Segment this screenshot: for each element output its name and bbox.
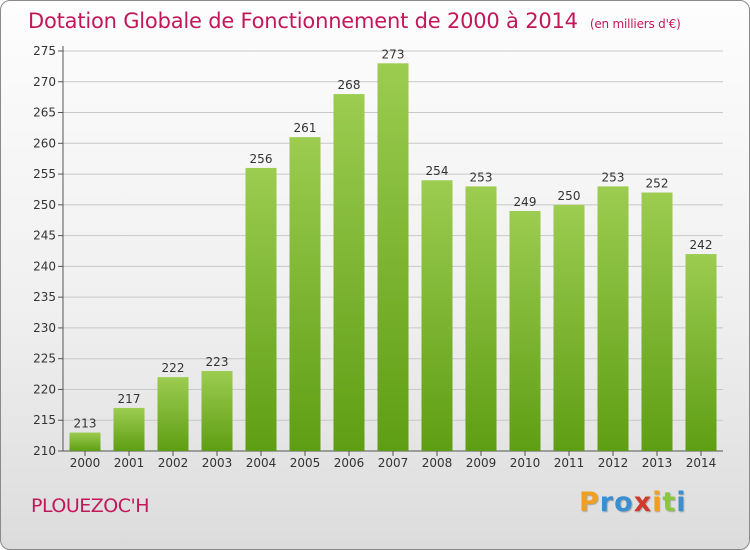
y-tick-label: 215 bbox=[33, 413, 56, 427]
x-tick-label: 2008 bbox=[422, 456, 453, 470]
bar bbox=[69, 432, 101, 451]
bar bbox=[245, 167, 277, 451]
x-tick-label: 2010 bbox=[510, 456, 541, 470]
bar bbox=[685, 254, 717, 451]
data-label: 242 bbox=[690, 238, 713, 252]
x-tick-label: 2003 bbox=[202, 456, 233, 470]
y-tick-label: 240 bbox=[33, 259, 56, 273]
logo-letter: o bbox=[614, 487, 634, 518]
y-tick-label: 250 bbox=[33, 198, 56, 212]
bar bbox=[553, 204, 585, 451]
x-tick-label: 2009 bbox=[466, 456, 497, 470]
bar bbox=[465, 186, 497, 451]
commune-name: PLOUEZOC'H bbox=[31, 495, 149, 517]
y-tick-label: 230 bbox=[33, 321, 56, 335]
bar bbox=[289, 137, 321, 451]
bar bbox=[641, 192, 673, 452]
bar bbox=[377, 63, 409, 452]
bar bbox=[509, 211, 541, 451]
y-tick-label: 235 bbox=[33, 290, 56, 304]
data-label: 256 bbox=[250, 152, 273, 166]
data-label: 268 bbox=[338, 78, 361, 92]
x-tick-label: 2012 bbox=[598, 456, 629, 470]
bar bbox=[201, 371, 233, 451]
y-tick-label: 260 bbox=[33, 136, 56, 150]
data-label: 252 bbox=[646, 177, 669, 191]
y-tick-label: 275 bbox=[33, 44, 56, 58]
data-label: 223 bbox=[206, 355, 229, 369]
logo-letter: x bbox=[633, 487, 653, 518]
x-tick-label: 2004 bbox=[246, 456, 277, 470]
data-label: 254 bbox=[426, 164, 449, 178]
bar bbox=[421, 180, 453, 451]
logo-letter: i bbox=[652, 487, 663, 518]
chart-subtitle: (en milliers d'€) bbox=[589, 17, 681, 31]
bar bbox=[157, 377, 189, 451]
bar bbox=[333, 94, 365, 452]
logo-letter: r bbox=[599, 487, 615, 518]
y-tick-label: 220 bbox=[33, 382, 56, 396]
logo-letter: t bbox=[662, 487, 677, 518]
data-label: 250 bbox=[558, 189, 581, 203]
chart-title-text: Dotation Globale de Fonctionnement de 20… bbox=[28, 9, 578, 33]
y-tick-label: 255 bbox=[33, 167, 56, 181]
x-tick-label: 2002 bbox=[158, 456, 189, 470]
bar bbox=[597, 186, 629, 451]
x-tick-label: 2014 bbox=[686, 456, 717, 470]
y-tick-label: 225 bbox=[33, 352, 56, 366]
data-label: 249 bbox=[514, 195, 537, 209]
data-label: 253 bbox=[470, 170, 493, 184]
x-tick-label: 2007 bbox=[378, 456, 409, 470]
y-tick-label: 245 bbox=[33, 229, 56, 243]
x-tick-label: 2006 bbox=[334, 456, 365, 470]
data-label: 273 bbox=[382, 47, 405, 61]
x-tick-label: 2005 bbox=[290, 456, 321, 470]
x-tick-label: 2013 bbox=[642, 456, 673, 470]
x-tick-label: 2000 bbox=[70, 456, 101, 470]
data-label: 217 bbox=[118, 392, 141, 406]
y-tick-label: 265 bbox=[33, 106, 56, 120]
x-tick-label: 2011 bbox=[554, 456, 585, 470]
logo-letter: P bbox=[579, 487, 600, 518]
data-label: 253 bbox=[602, 170, 625, 184]
proxiti-logo: Proxiti bbox=[579, 487, 687, 518]
data-label: 222 bbox=[162, 361, 185, 375]
bar bbox=[113, 407, 145, 451]
data-label: 213 bbox=[74, 417, 97, 431]
logo-letter: i bbox=[676, 487, 687, 518]
x-tick-label: 2001 bbox=[114, 456, 145, 470]
data-label: 261 bbox=[294, 121, 317, 135]
y-tick-label: 210 bbox=[33, 444, 56, 458]
y-tick-label: 270 bbox=[33, 75, 56, 89]
chart-title: Dotation Globale de Fonctionnement de 20… bbox=[28, 9, 681, 33]
